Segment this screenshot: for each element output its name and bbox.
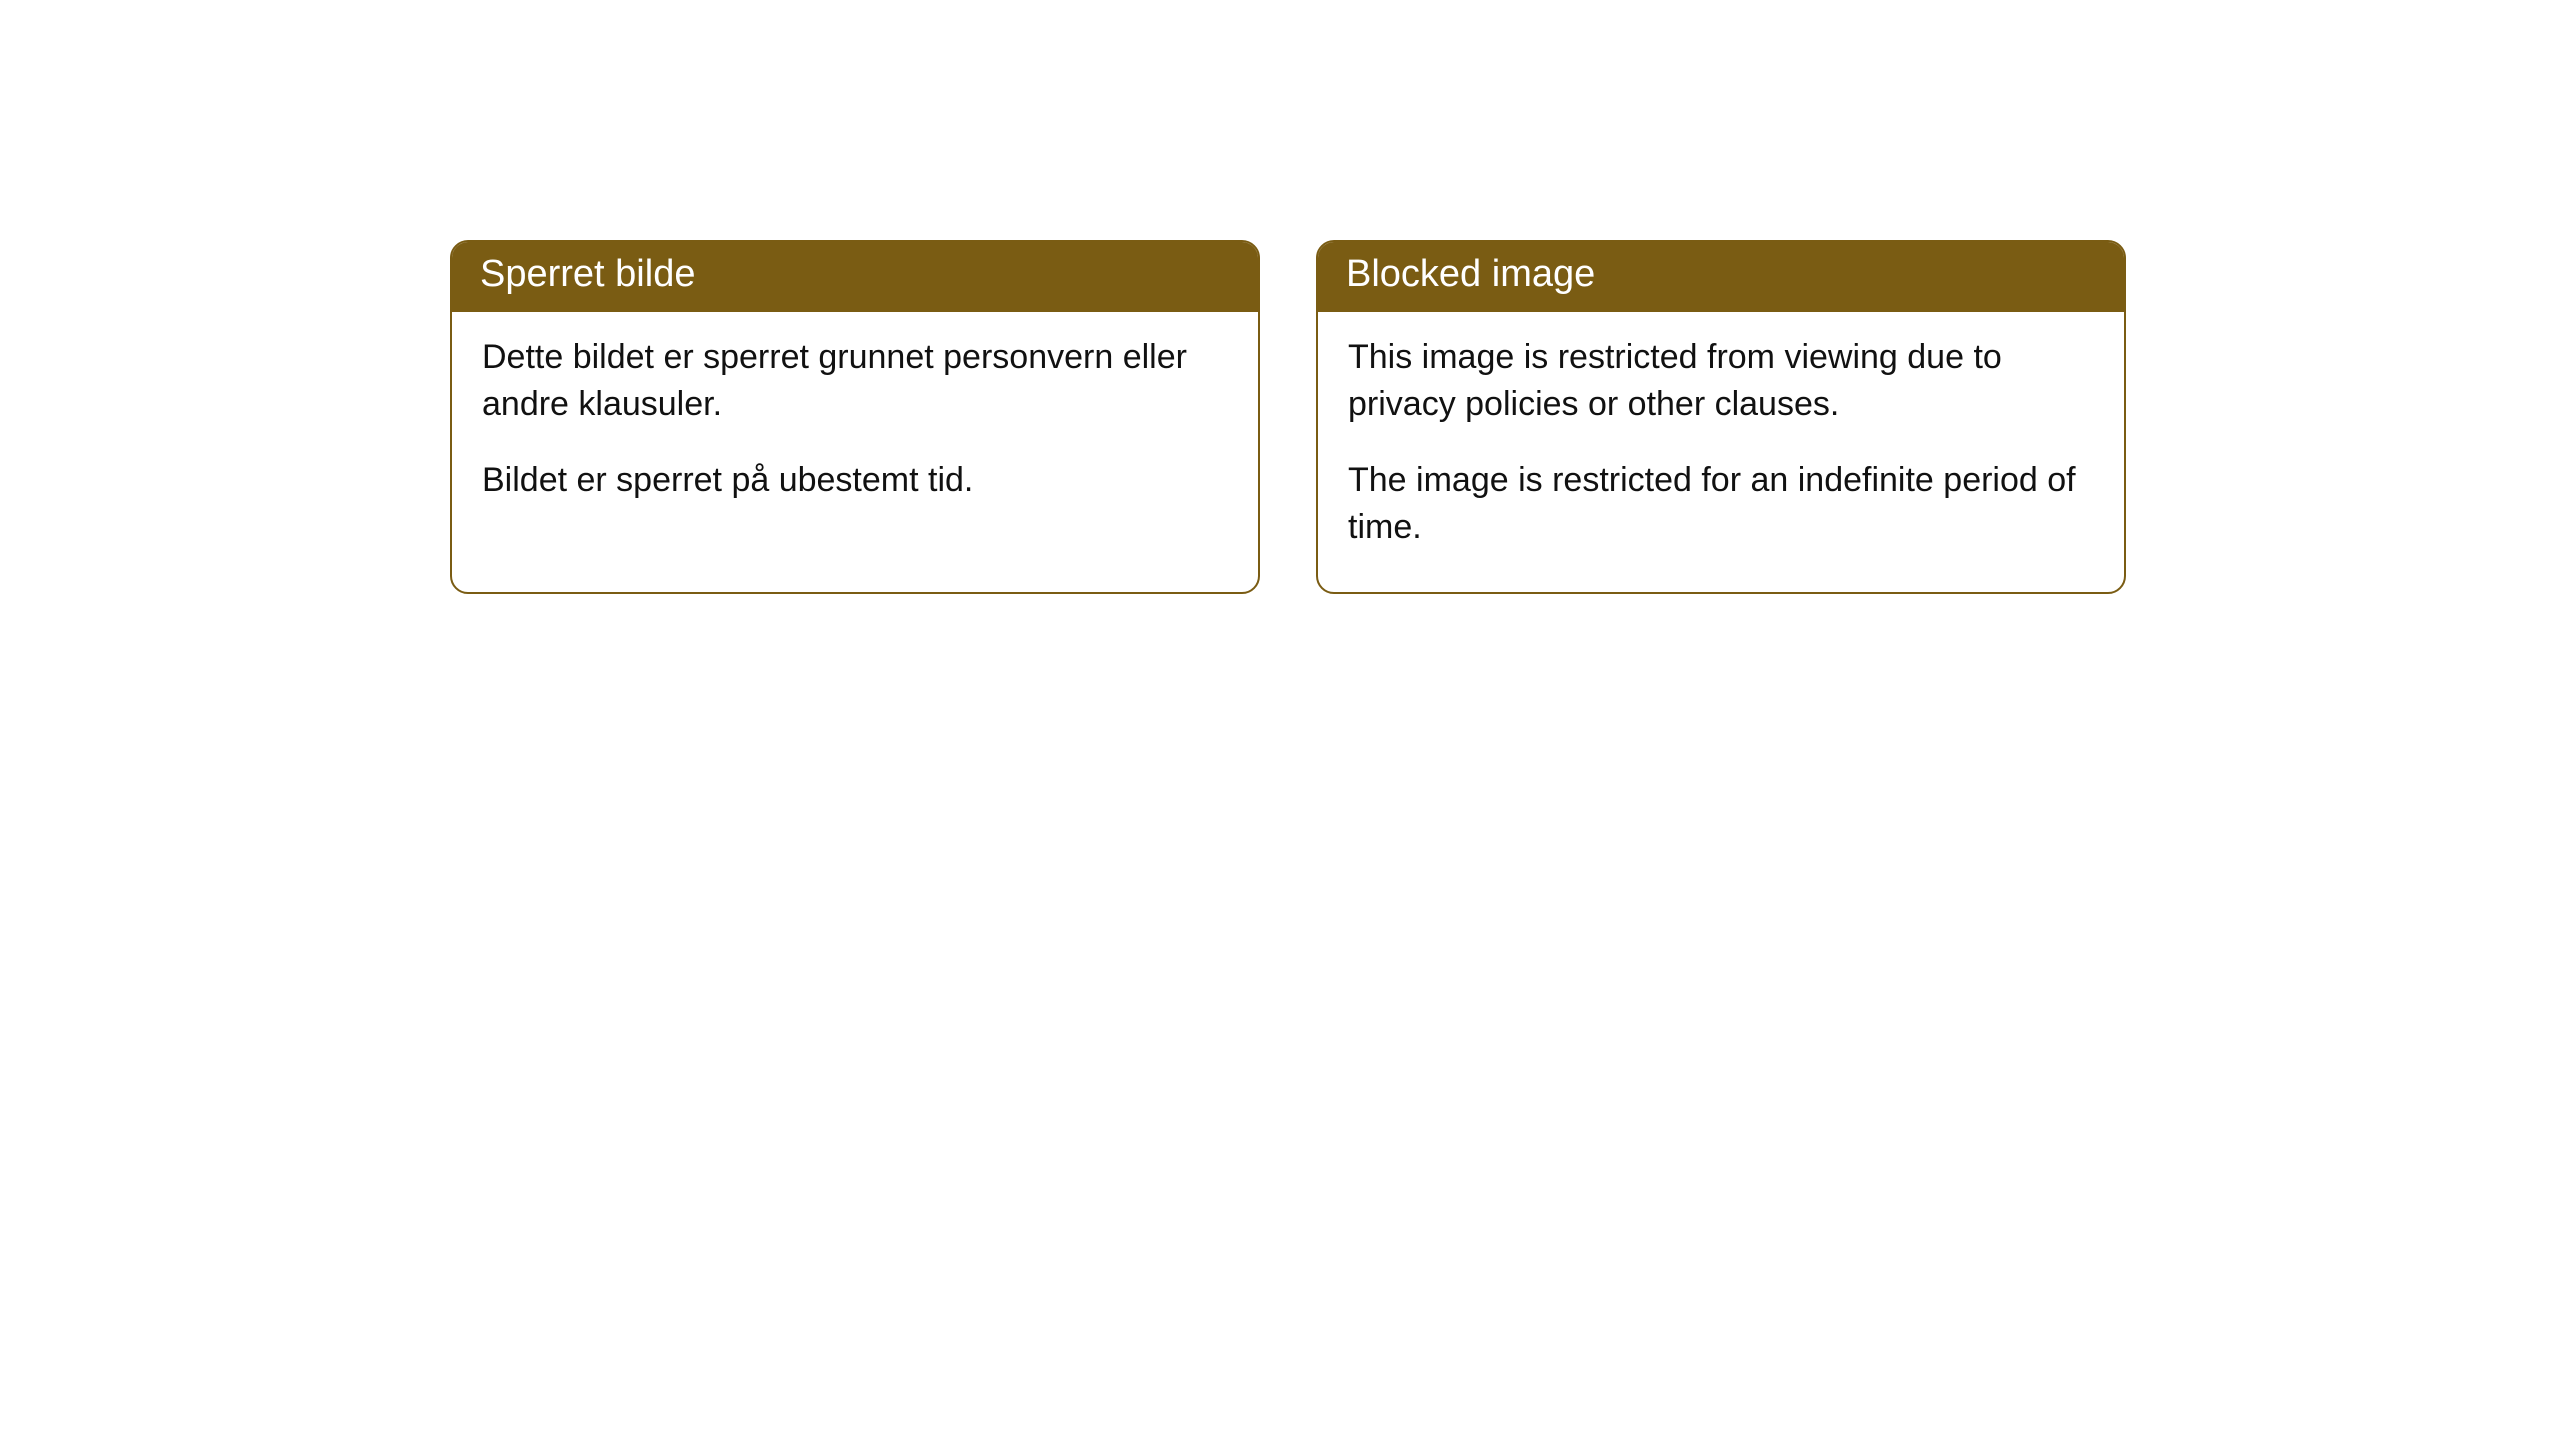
card-paragraph: This image is restricted from viewing du… [1348,334,2094,429]
card-body: Dette bildet er sperret grunnet personve… [452,312,1258,545]
card-paragraph: Dette bildet er sperret grunnet personve… [482,334,1228,429]
notice-card-english: Blocked image This image is restricted f… [1316,240,2126,594]
card-header: Blocked image [1318,242,2124,312]
card-paragraph: The image is restricted for an indefinit… [1348,457,2094,552]
card-header: Sperret bilde [452,242,1258,312]
card-body: This image is restricted from viewing du… [1318,312,2124,592]
notice-card-norwegian: Sperret bilde Dette bildet er sperret gr… [450,240,1260,594]
notice-cards-container: Sperret bilde Dette bildet er sperret gr… [450,240,2126,594]
card-paragraph: Bildet er sperret på ubestemt tid. [482,457,1228,505]
